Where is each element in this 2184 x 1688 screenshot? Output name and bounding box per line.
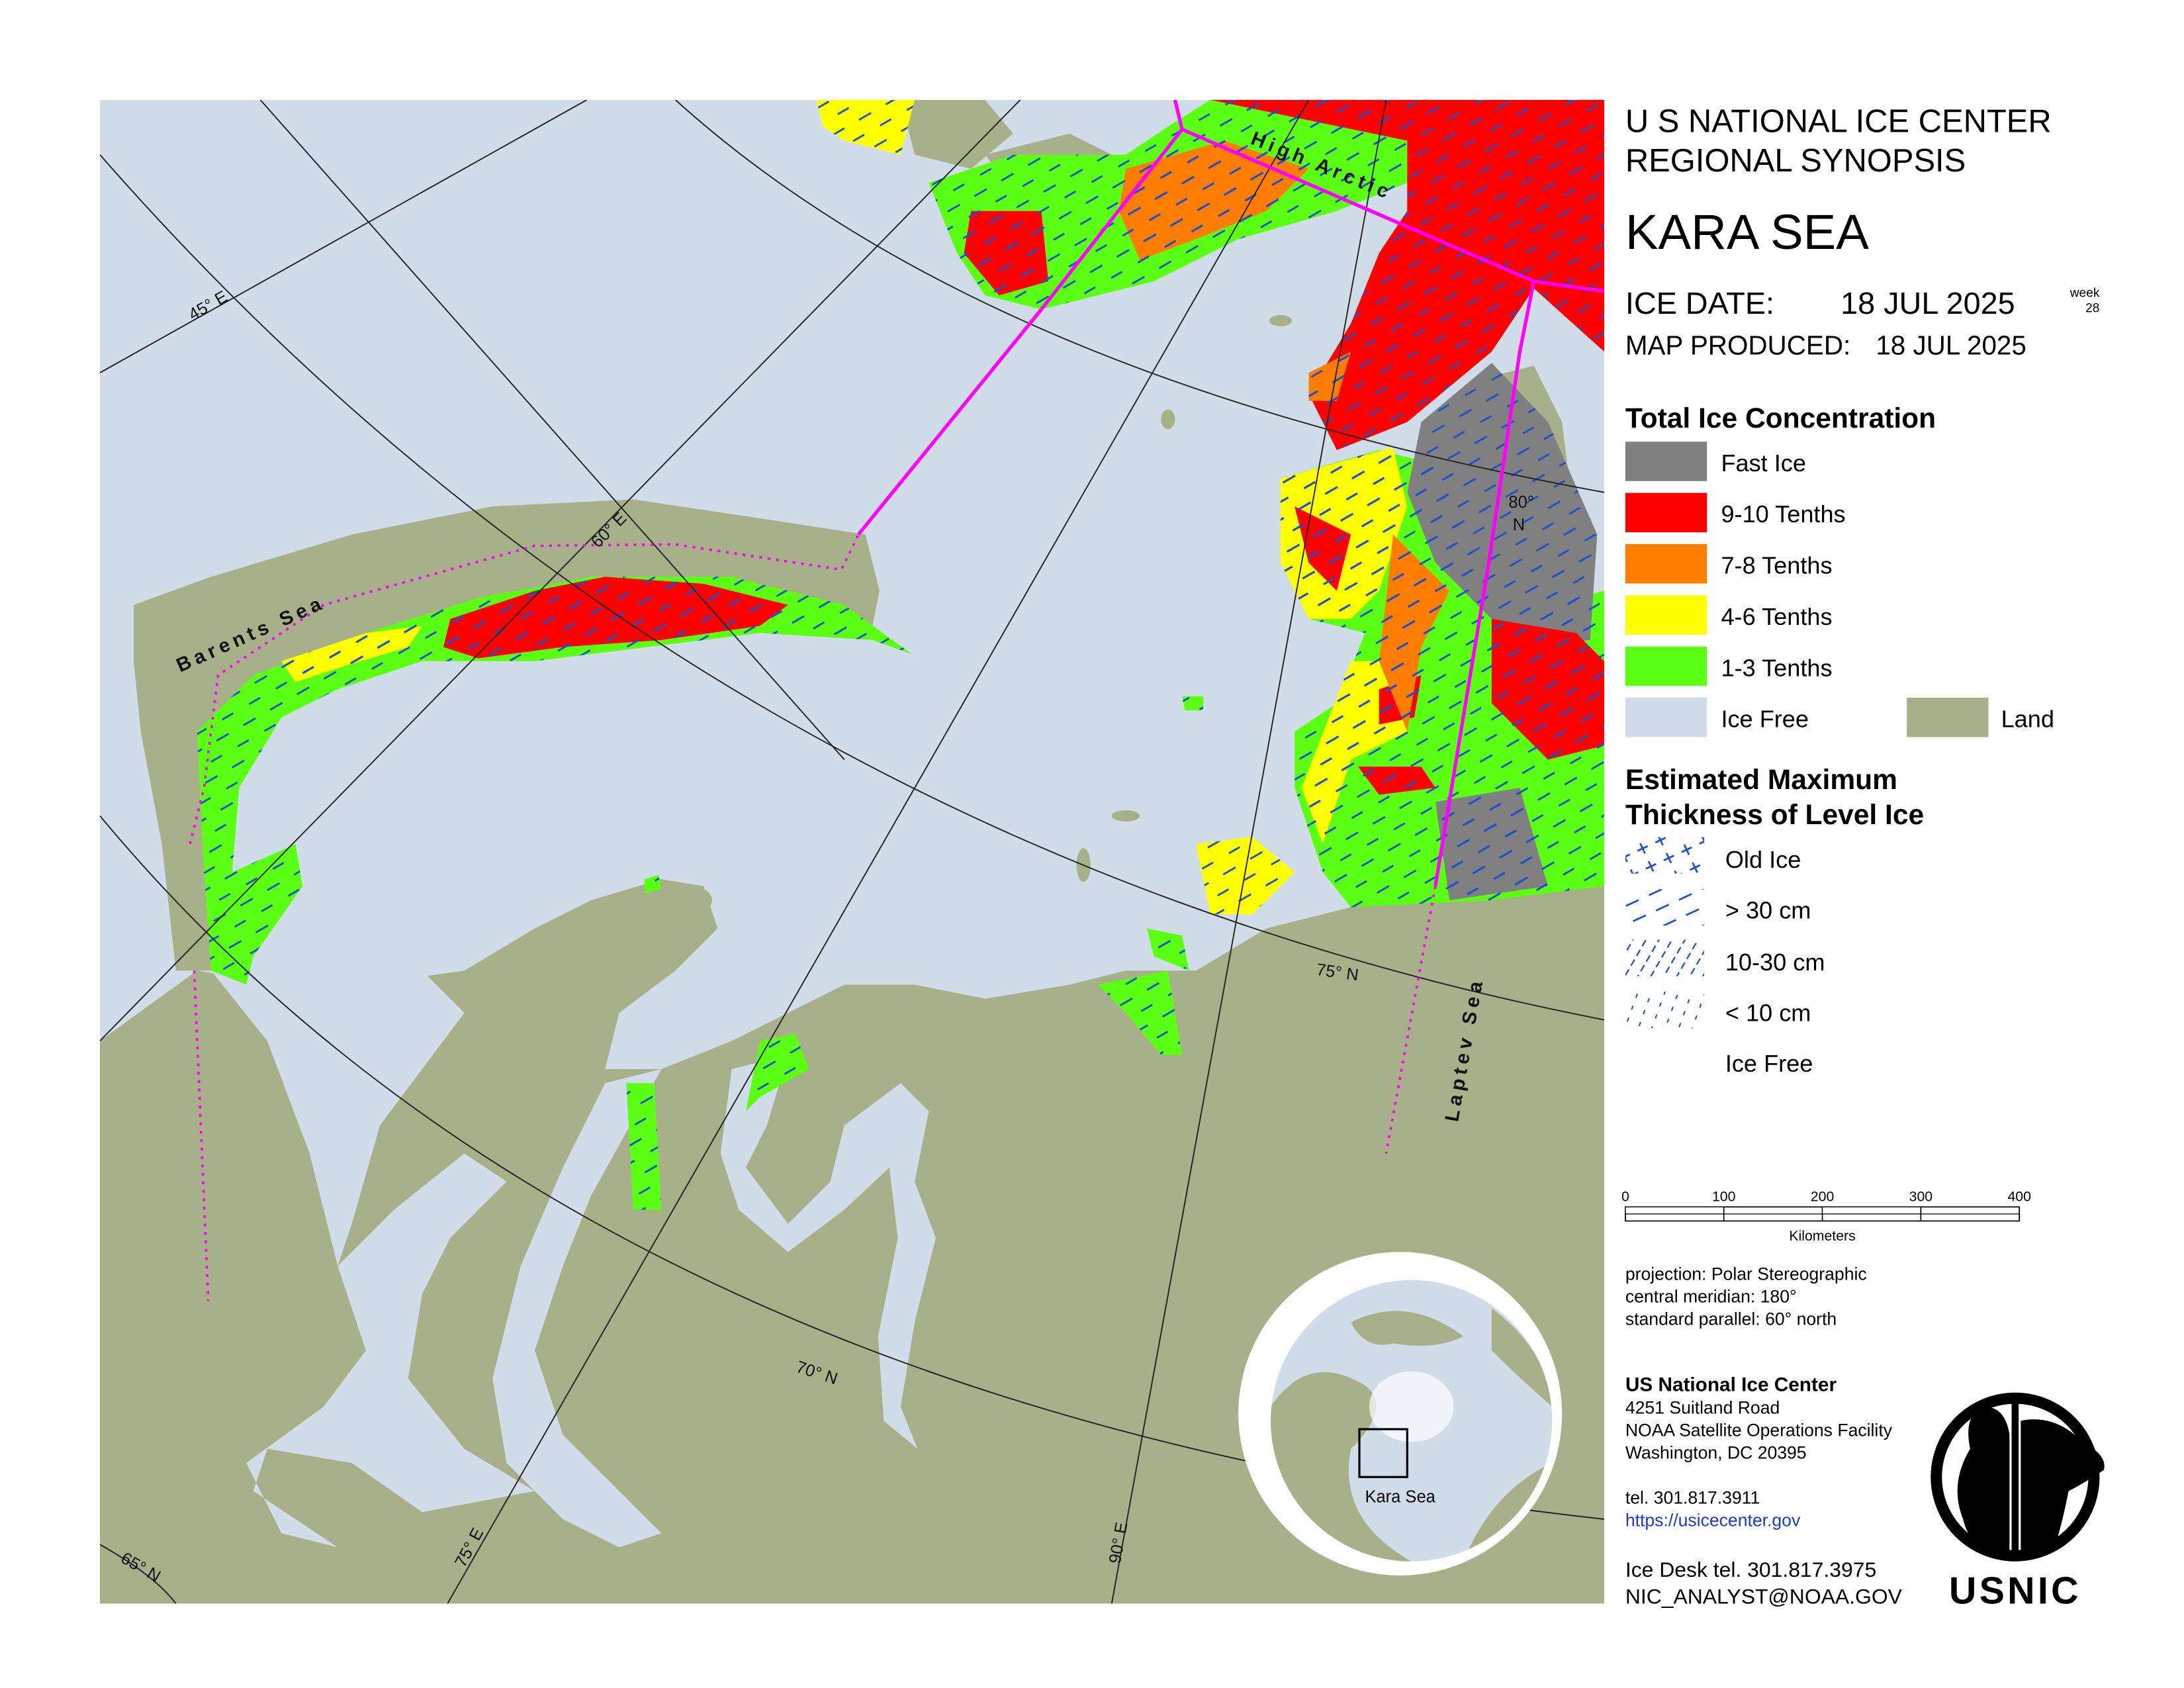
swatch [1625, 889, 1704, 926]
swatch [1625, 595, 1707, 635]
logo: USNIC [1931, 1392, 2105, 1613]
legend-label: > 30 cm [1725, 897, 1811, 924]
legend-title: Thickness of Level Ice [1625, 800, 1924, 831]
region-boundaries [189, 99, 1604, 1301]
legend-label: Fast Ice [1721, 449, 1806, 477]
legend-label: 10-30 cm [1725, 949, 1825, 976]
scale-segment [1821, 1206, 1922, 1215]
graticule [99, 99, 1604, 1604]
legend-label: 1-3 Tenths [1721, 654, 1832, 681]
projection: central meridian: 180° [1625, 1287, 1797, 1307]
scale-label: 0 [1621, 1189, 1629, 1205]
scale-label: 200 [1811, 1189, 1834, 1205]
scale-label: 300 [1909, 1189, 1933, 1205]
map-produced: 18 JUL 2025 [1876, 330, 2026, 361]
latitude-label: N [1513, 516, 1525, 534]
week: 28 [2085, 302, 2099, 316]
ice-thickness-hatch [197, 99, 1604, 1210]
scale-unit: Kilometers [1789, 1228, 1855, 1244]
legend-label: Ice Free [1721, 706, 1809, 733]
swatch [1625, 939, 1704, 976]
legend-title: Total Ice Concentration [1625, 403, 1936, 434]
swatch [1625, 543, 1707, 584]
swatch [1625, 698, 1707, 737]
scale-label: 400 [2007, 1189, 2030, 1205]
latitude-label: 80° [1508, 493, 1534, 512]
contact-address: NOAA Satellite Operations Facility [1625, 1421, 1893, 1440]
thickness-legend: Old Ice > 30 cm 10-30 cm < 10 cm Ice Fre… [1625, 837, 1825, 1077]
legend-label: 9-10 Tenths [1721, 500, 1845, 528]
swatch [1625, 442, 1707, 481]
contact-email: NIC_ANALYST@NOAA.GOV [1625, 1585, 1903, 1609]
contact-link[interactable]: https://usicecenter.gov [1625, 1511, 1801, 1530]
map: Barents Sea High Arctic Laptev Sea 45° E… [99, 99, 1604, 1604]
scale-bar: Kilometers 0 100 200 300 400 [1621, 1189, 2031, 1244]
inset-label: Kara Sea [1365, 1488, 1435, 1507]
projection: standard parallel: 60° north [1625, 1309, 1837, 1329]
logo-text: USNIC [1949, 1570, 2081, 1613]
ice-date-label: ICE DATE: [1625, 286, 1774, 320]
swatch [1625, 646, 1707, 686]
swatch [1907, 698, 1989, 737]
legend-label: Old Ice [1725, 846, 1801, 873]
legend-label: 7-8 Tenths [1721, 552, 1832, 579]
legend-label: < 10 cm [1725, 1000, 1811, 1027]
agency: U S NATIONAL ICE CENTER [1625, 104, 2052, 140]
swatch [1625, 837, 1704, 874]
contact-address: Washington, DC 20395 [1625, 1443, 1807, 1463]
contact-tel: tel. 301.817.3911 [1625, 1488, 1760, 1508]
legend-label: Ice Free [1725, 1050, 1813, 1077]
legend-title: Estimated Maximum [1625, 765, 1897, 796]
week-label: week [2070, 286, 2100, 300]
map-produced-label: MAP PRODUCED: [1625, 330, 1850, 361]
product: REGIONAL SYNOPSIS [1625, 143, 1966, 179]
swatch [1625, 492, 1707, 533]
scale-label: 100 [1712, 1189, 1735, 1205]
region: KARA SEA [1625, 205, 1869, 259]
concentration-legend: Fast Ice 9-10 Tenths 7-8 Tenths 4-6 Tenths 1… [1625, 442, 2054, 737]
projection: projection: Polar Stereographic [1625, 1264, 1867, 1284]
swatch [1625, 992, 1704, 1029]
contact-address: 4251 Suitland Road [1625, 1398, 1780, 1418]
inset-globe: Kara Sea [1238, 1252, 1563, 1575]
info-panel: U S NATIONAL ICE CENTER REGIONAL SYNOPSI… [1621, 104, 2105, 1613]
scale-segment [1625, 1206, 1725, 1215]
legend-label: Land [2001, 706, 2054, 733]
contact-name: US National Ice Center [1625, 1374, 1837, 1396]
ice-date: 18 JUL 2025 [1841, 286, 2015, 320]
legend-label: 4-6 Tenths [1721, 603, 1832, 630]
ice-desk: Ice Desk tel. 301.817.3975 [1625, 1558, 1876, 1581]
